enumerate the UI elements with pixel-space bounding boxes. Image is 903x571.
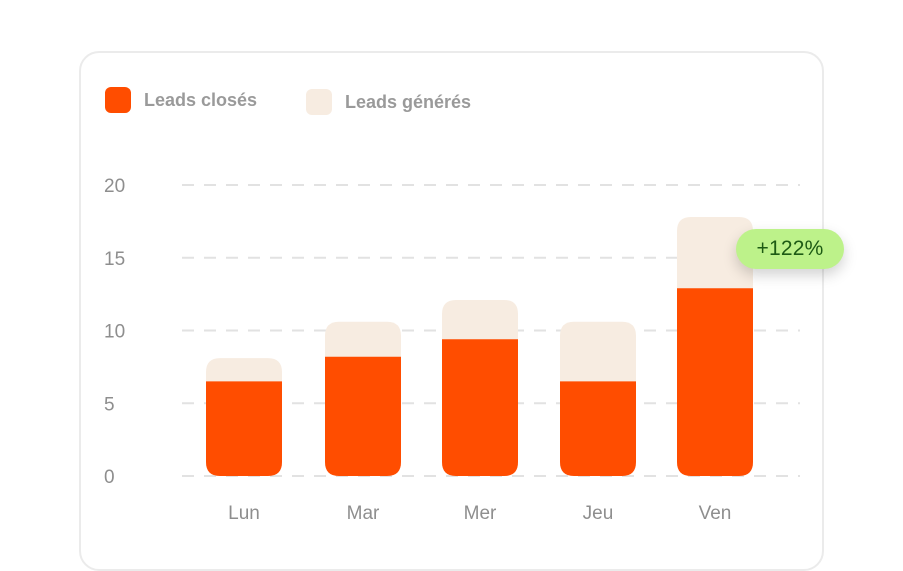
y-tick-label-5: 5 [104,394,115,415]
growth-badge: +122% [736,229,844,269]
y-tick-label-15: 15 [104,249,125,270]
bar-closed-mer [442,339,518,476]
x-tick-label-lun: Lun [228,503,260,524]
y-tick-label-0: 0 [104,467,115,488]
x-tick-label-ven: Ven [699,503,732,524]
stacked-bar-chart: 0 5 10 15 20 Lun Mar Mer Jeu Ven [104,176,800,524]
legend-label-closed: Leads closés [144,89,258,110]
bar-closed-ven [677,288,753,476]
legend-label-generated: Leads générés [345,91,472,112]
x-tick-label-jeu: Jeu [583,503,614,524]
x-tick-label-mer: Mer [464,503,497,524]
legend-item-closed: Leads closés [105,87,257,113]
legend-swatch-generated [306,89,332,115]
bar-closed-mar [325,356,401,476]
bar-closed-lun [206,381,282,476]
bar-closed-jeu [560,381,636,476]
legend-item-generated: Leads générés [306,89,471,115]
y-tick-label-20: 20 [104,176,125,197]
x-tick-label-mar: Mar [347,503,380,524]
y-tick-label-10: 10 [104,322,125,343]
legend-swatch-closed [105,87,131,113]
